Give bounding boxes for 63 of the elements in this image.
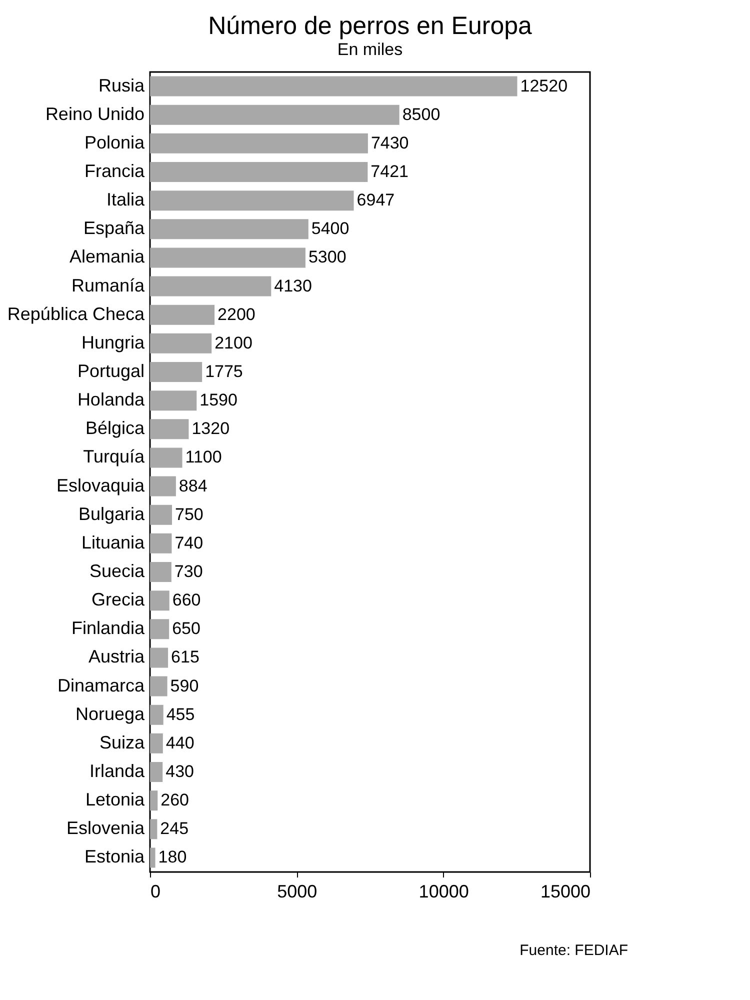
y-tick-label: Polonia: [84, 132, 146, 152]
y-tick-label: Bulgaria: [78, 504, 146, 524]
data-label: 6947: [356, 190, 395, 210]
data-label: 1590: [200, 390, 238, 410]
y-tick-label: Suiza: [99, 732, 146, 752]
data-label: 7430: [370, 133, 409, 152]
y-tick-label: Alemania: [69, 246, 146, 267]
y-tick-label: Noruega: [75, 704, 146, 724]
data-label: 1775: [205, 362, 243, 381]
y-tick-label: Austria: [88, 646, 146, 667]
x-tick-label: 10000: [418, 882, 469, 902]
y-tick-label: Eslovaquia: [56, 475, 146, 496]
x-tick-label: 15000: [540, 882, 590, 902]
data-label: 740: [174, 533, 204, 552]
data-label: 12520: [520, 76, 568, 96]
y-tick-label: Bélgica: [85, 418, 146, 438]
x-tick-label: 0: [150, 882, 161, 902]
data-label: 884: [178, 476, 208, 496]
data-label: 8500: [402, 104, 440, 124]
data-label: 2100: [214, 333, 252, 352]
y-tick-label: Suecia: [89, 561, 146, 581]
y-tick-label: Hungria: [81, 332, 146, 352]
y-tick-label: Letonia: [85, 790, 146, 810]
data-label: 750: [175, 504, 204, 524]
data-label: 590: [170, 676, 199, 696]
data-label: 245: [160, 819, 189, 838]
data-label: 455: [166, 704, 195, 724]
y-tick-label: Rumanía: [71, 275, 146, 296]
data-label: 1100: [185, 448, 222, 467]
data-label: 4130: [274, 276, 312, 296]
data-label: 440: [166, 733, 194, 752]
y-tick-label: Estonia: [84, 846, 146, 867]
chart-subtitle: En miles: [337, 40, 403, 59]
x-tick-label: 5000: [277, 882, 318, 902]
y-tick-label: Italia: [106, 190, 146, 210]
source-note: Fuente: FEDIAF: [520, 942, 628, 959]
y-tick-label: Finlandia: [71, 618, 146, 638]
data-label: 180: [158, 848, 187, 867]
data-label: 2200: [218, 304, 256, 324]
y-tick-label: Francia: [84, 161, 146, 181]
y-tick-label: Rusia: [98, 75, 146, 96]
chart-title: Número de perros en Europa: [208, 12, 532, 40]
y-tick-label: Portugal: [77, 361, 144, 381]
y-tick-label: Reino Unido: [45, 104, 144, 124]
data-label: 430: [166, 762, 194, 781]
y-tick-label: República Checa: [7, 304, 146, 324]
data-label: 5300: [308, 248, 346, 267]
y-tick-label: Holanda: [77, 390, 146, 410]
data-label: 615: [171, 648, 200, 667]
data-label: 7421: [370, 162, 409, 181]
y-tick-label: Eslovenia: [66, 818, 146, 838]
y-tick-label: Irlanda: [89, 761, 146, 781]
data-label: 660: [172, 590, 201, 610]
y-tick-label: Grecia: [91, 590, 146, 610]
y-tick-label: Turquía: [83, 446, 146, 467]
y-tick-label: España: [83, 218, 146, 238]
data-label: 1320: [192, 419, 230, 438]
data-label: 730: [174, 562, 203, 581]
data-label: 650: [172, 619, 200, 638]
data-label: 260: [160, 790, 189, 810]
y-tick-label: Lituania: [81, 532, 146, 552]
y-tick-label: Dinamarca: [57, 675, 146, 696]
data-label: 5400: [311, 219, 350, 238]
